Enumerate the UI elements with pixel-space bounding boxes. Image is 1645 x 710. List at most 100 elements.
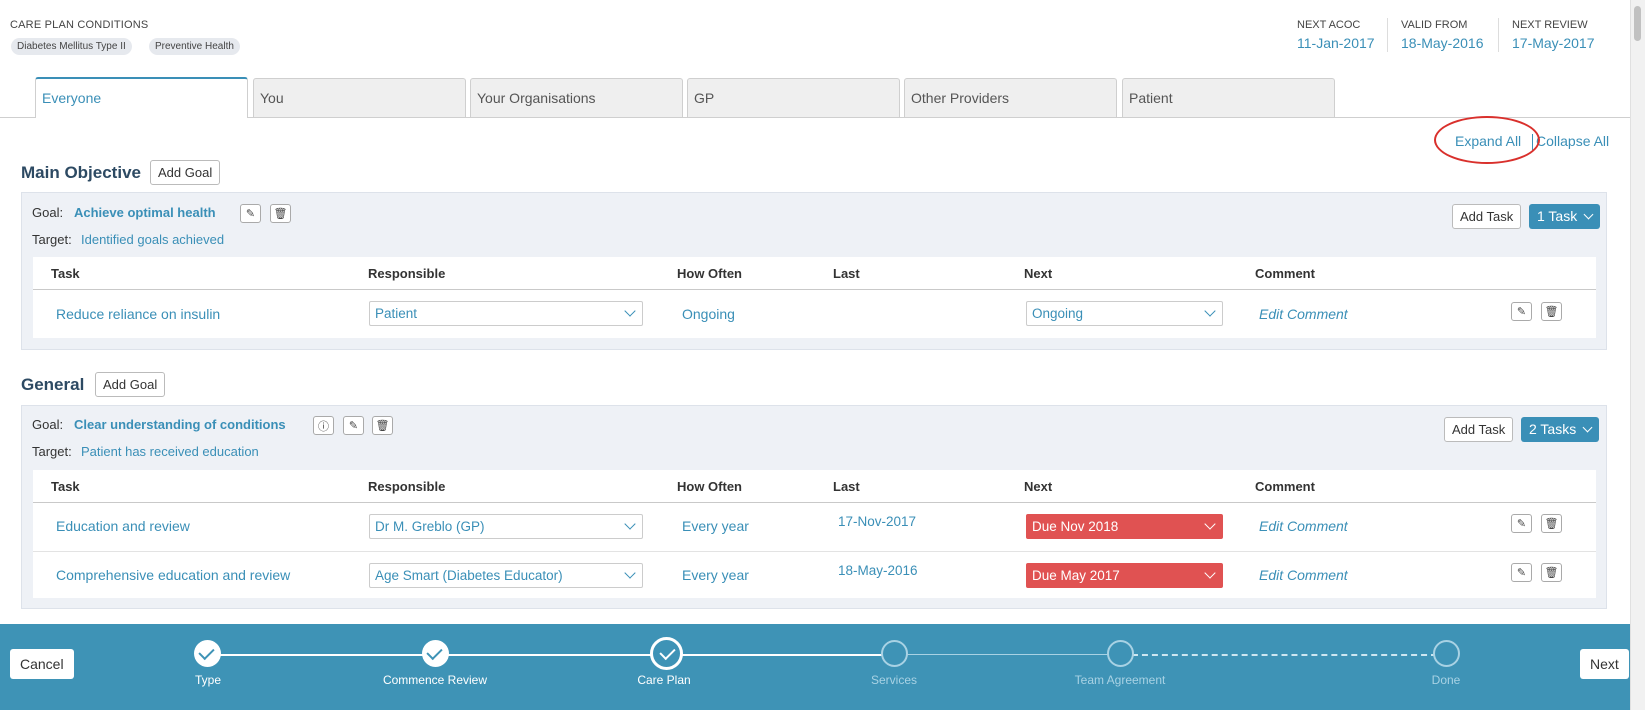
edit-comment-link[interactable]: Edit Comment [1259,567,1348,583]
row-divider [33,551,1596,552]
edit-task-button[interactable]: ✎ [1511,514,1532,533]
pencil-icon: ✎ [1516,518,1527,530]
tab-everyone[interactable]: Everyone [35,77,248,118]
delete-task-button[interactable]: 🗑 [1541,302,1562,321]
next-review-value: 17-May-2017 [1512,35,1595,51]
tab-you[interactable]: You [253,78,466,117]
delete-goal-button[interactable]: 🗑 [270,204,291,223]
chevron-down-icon [1204,518,1216,530]
responsible-value: Dr M. Greblo (GP) [375,519,485,534]
col-responsible: Responsible [368,479,446,494]
task-count-toggle[interactable]: 2 Tasks [1521,417,1600,442]
add-goal-button[interactable]: Add Goal [150,160,221,185]
goal-name[interactable]: Achieve optimal health [74,205,216,220]
step-label-services: Services [870,673,917,687]
col-responsible: Responsible [368,266,446,281]
highlight-circle-annotation [1434,116,1540,164]
step-care-plan-circle [650,637,683,670]
tab-patient[interactable]: Patient [1122,78,1335,117]
pencil-icon: ✎ [1516,306,1527,318]
info-goal-button[interactable]: ⓘ [313,416,334,435]
task-count-label: 2 Tasks [1529,421,1577,437]
responsible-select[interactable]: Age Smart (Diabetes Educator) [369,563,643,588]
last-value: 17-Nov-2017 [838,514,917,529]
add-goal-button[interactable]: Add Goal [95,372,166,397]
valid-from-label: VALID FROM [1401,19,1468,31]
section-title-general: General [21,375,85,394]
next-select[interactable]: Due Nov 2018 [1026,514,1223,539]
col-task: Task [51,479,80,494]
step-type-circle [194,640,221,667]
pencil-icon: ✎ [348,420,359,432]
col-how-often: How Often [677,266,742,281]
check-icon [198,643,215,661]
edit-task-button[interactable]: ✎ [1511,563,1532,582]
tab-other-providers[interactable]: Other Providers [904,78,1117,117]
tab-gp[interactable]: GP [687,78,900,117]
target-label: Target: [32,444,72,459]
step-label-done: Done [1431,673,1461,687]
target-value: Patient has received education [81,444,259,459]
next-acoc-label: NEXT ACOC [1297,19,1361,31]
tab-bar-line [0,117,1630,118]
edit-comment-link[interactable]: Edit Comment [1259,518,1348,534]
trash-icon: 🗑 [1544,567,1559,579]
col-comment: Comment [1255,479,1315,494]
next-value: Due Nov 2018 [1032,519,1119,534]
scrollbar-thumb[interactable] [1634,6,1641,41]
responsible-value: Patient [375,306,418,321]
next-review: NEXT REVIEW 17-May-2017 [1512,19,1595,51]
task-name[interactable]: Comprehensive education and review [56,567,291,583]
edit-goal-button[interactable]: ✎ [240,204,261,223]
col-task: Task [51,266,80,281]
step-done-circle [1433,640,1460,667]
edit-task-button[interactable]: ✎ [1511,302,1532,321]
condition-chip: Preventive Health [149,38,240,55]
goal-name[interactable]: Clear understanding of conditions [74,417,286,432]
check-icon [426,643,443,661]
col-comment: Comment [1255,266,1315,281]
task-name[interactable]: Education and review [56,518,190,534]
check-icon [659,643,676,661]
collapse-all-link[interactable]: Collapse All [1536,133,1610,149]
progress-line-complete [208,654,888,656]
task-name[interactable]: Reduce reliance on insulin [56,306,221,322]
next-select[interactable]: Due May 2017 [1026,563,1223,588]
add-task-button[interactable]: Add Task [1444,417,1514,442]
edit-comment-link[interactable]: Edit Comment [1259,306,1348,322]
step-commence-review-circle [422,640,449,667]
section-title-main-objective: Main Objective [21,163,141,182]
step-label-type: Type [194,673,221,687]
pencil-icon: ✎ [1516,567,1527,579]
delete-task-button[interactable]: 🗑 [1541,563,1562,582]
target-label: Target: [32,232,72,247]
goal-label: Goal: [32,417,64,432]
responsible-select[interactable]: Dr M. Greblo (GP) [369,514,643,539]
delete-goal-button[interactable]: 🗑 [372,416,393,435]
task-count-toggle[interactable]: 1 Task [1529,204,1601,229]
chevron-down-icon [1204,305,1216,317]
chevron-down-icon [1204,567,1216,579]
wizard-footer [0,624,1630,710]
task-table [33,257,1596,338]
delete-task-button[interactable]: 🗑 [1541,514,1562,533]
goal-label: Goal: [32,205,64,220]
vertical-scrollbar[interactable] [1630,0,1645,710]
valid-from: VALID FROM 18-May-2016 [1401,19,1484,51]
trash-icon: 🗑 [1544,306,1559,318]
table-header-divider [33,289,1596,290]
next-button[interactable]: Next [1580,649,1629,679]
chevron-down-icon [624,518,636,530]
next-select[interactable]: Ongoing [1026,301,1223,326]
edit-goal-button[interactable]: ✎ [343,416,364,435]
task-count-label: 1 Task [1537,208,1578,224]
tab-your-organisations[interactable]: Your Organisations [470,78,683,117]
responsible-select[interactable]: Patient [369,301,643,326]
how-often-value: Ongoing [682,306,735,322]
add-task-button[interactable]: Add Task [1452,204,1522,229]
last-value: 18-May-2016 [838,563,918,578]
col-next: Next [1024,266,1053,281]
cancel-button[interactable]: Cancel [10,649,74,679]
progress-line-pending [889,654,1121,655]
info-icon: ⓘ [318,420,329,433]
